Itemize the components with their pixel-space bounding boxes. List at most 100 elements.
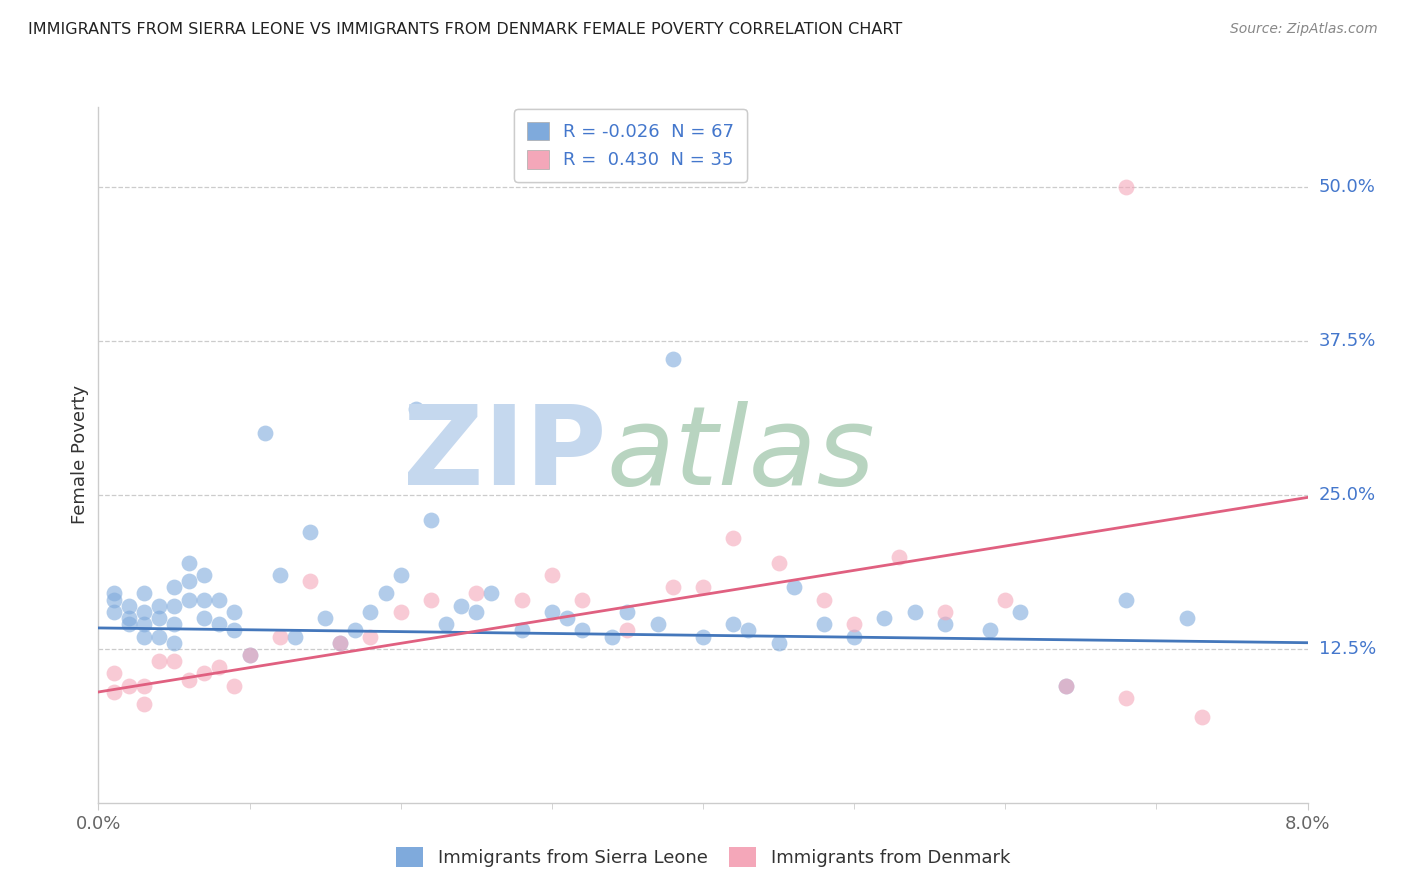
Point [540,605,562,619]
Point [873,611,896,625]
Point [889,549,911,564]
Point [132,698,155,712]
Point [224,605,246,619]
Point [193,568,215,582]
Point [479,586,503,600]
Point [299,524,322,539]
Point [450,599,472,613]
Point [540,568,562,582]
Point [163,636,186,650]
Point [1054,679,1077,693]
Text: 50.0%: 50.0% [1319,178,1375,196]
Point [1175,611,1198,625]
Point [193,666,215,681]
Point [359,605,381,619]
Point [118,679,141,693]
Point [329,636,352,650]
Point [1010,605,1032,619]
Point [269,568,291,582]
Point [208,617,231,632]
Point [903,605,925,619]
Point [284,630,307,644]
Point [723,531,745,545]
Point [224,624,246,638]
Point [555,611,578,625]
Point [132,617,155,632]
Point [419,592,441,607]
Y-axis label: Female Poverty: Female Poverty [70,385,89,524]
Point [132,679,155,693]
Point [1054,679,1077,693]
Point [163,654,186,668]
Point [737,624,759,638]
Point [661,580,683,594]
Point [179,592,201,607]
Point [979,624,1001,638]
Point [510,592,533,607]
Point [1115,180,1137,194]
Point [148,654,170,668]
Point [132,605,155,619]
Point [768,556,790,570]
Point [768,636,790,650]
Point [389,568,412,582]
Point [465,586,488,600]
Point [616,624,638,638]
Point [434,617,457,632]
Point [389,605,412,619]
Point [239,648,262,662]
Point [1191,709,1213,723]
Point [103,592,125,607]
Legend: R = -0.026  N = 67, R =  0.430  N = 35: R = -0.026 N = 67, R = 0.430 N = 35 [515,109,747,182]
Point [193,592,215,607]
Point [193,611,215,625]
Point [103,605,125,619]
Point [314,611,336,625]
Point [934,605,956,619]
Point [813,617,835,632]
Point [661,352,683,367]
Point [844,617,866,632]
Point [844,630,866,644]
Point [934,617,956,632]
Point [224,679,246,693]
Point [647,617,669,632]
Point [571,624,593,638]
Point [1115,592,1137,607]
Text: 25.0%: 25.0% [1319,486,1376,504]
Point [132,630,155,644]
Point [179,673,201,687]
Point [692,580,714,594]
Text: Source: ZipAtlas.com: Source: ZipAtlas.com [1230,22,1378,37]
Point [571,592,593,607]
Point [163,580,186,594]
Point [269,630,291,644]
Text: ZIP: ZIP [404,401,606,508]
Point [132,586,155,600]
Point [118,599,141,613]
Point [163,617,186,632]
Point [179,556,201,570]
Legend: Immigrants from Sierra Leone, Immigrants from Denmark: Immigrants from Sierra Leone, Immigrants… [389,839,1017,874]
Point [359,630,381,644]
Point [465,605,488,619]
Point [510,624,533,638]
Point [344,624,367,638]
Point [374,586,396,600]
Point [329,636,352,650]
Text: 37.5%: 37.5% [1319,332,1376,350]
Point [405,401,427,416]
Point [148,599,170,613]
Point [253,426,276,441]
Point [163,599,186,613]
Point [994,592,1017,607]
Point [148,611,170,625]
Text: IMMIGRANTS FROM SIERRA LEONE VS IMMIGRANTS FROM DENMARK FEMALE POVERTY CORRELATI: IMMIGRANTS FROM SIERRA LEONE VS IMMIGRAN… [28,22,903,37]
Text: 12.5%: 12.5% [1319,640,1376,658]
Point [208,660,231,674]
Point [179,574,201,589]
Point [723,617,745,632]
Point [616,605,638,619]
Point [148,630,170,644]
Point [103,685,125,699]
